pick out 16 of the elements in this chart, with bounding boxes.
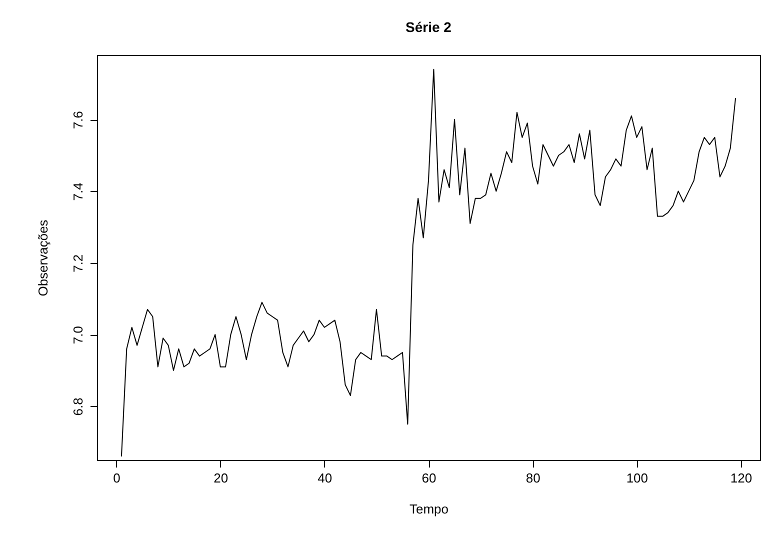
x-tick-label: 60 [422, 470, 436, 486]
y-tick-label: 6.8 [70, 398, 86, 416]
x-tick-label: 40 [318, 470, 332, 486]
x-axis-title: Tempo [409, 502, 449, 516]
line-series [120, 68, 736, 457]
x-tick-label: 100 [626, 470, 648, 486]
x-tick-label: 0 [113, 470, 120, 486]
y-tick-label: 7.0 [70, 326, 86, 344]
y-tick-label: 7.2 [70, 254, 86, 272]
x-tick-label: 20 [214, 470, 228, 486]
x-tick-label: 120 [730, 470, 752, 486]
y-tick-label: 7.6 [70, 110, 86, 130]
x-tick-label: 80 [526, 470, 540, 486]
chart-title: Série 2 [406, 19, 452, 35]
y-axis-title: Observações [36, 219, 50, 296]
y-tick-label: 7.4 [70, 182, 86, 201]
